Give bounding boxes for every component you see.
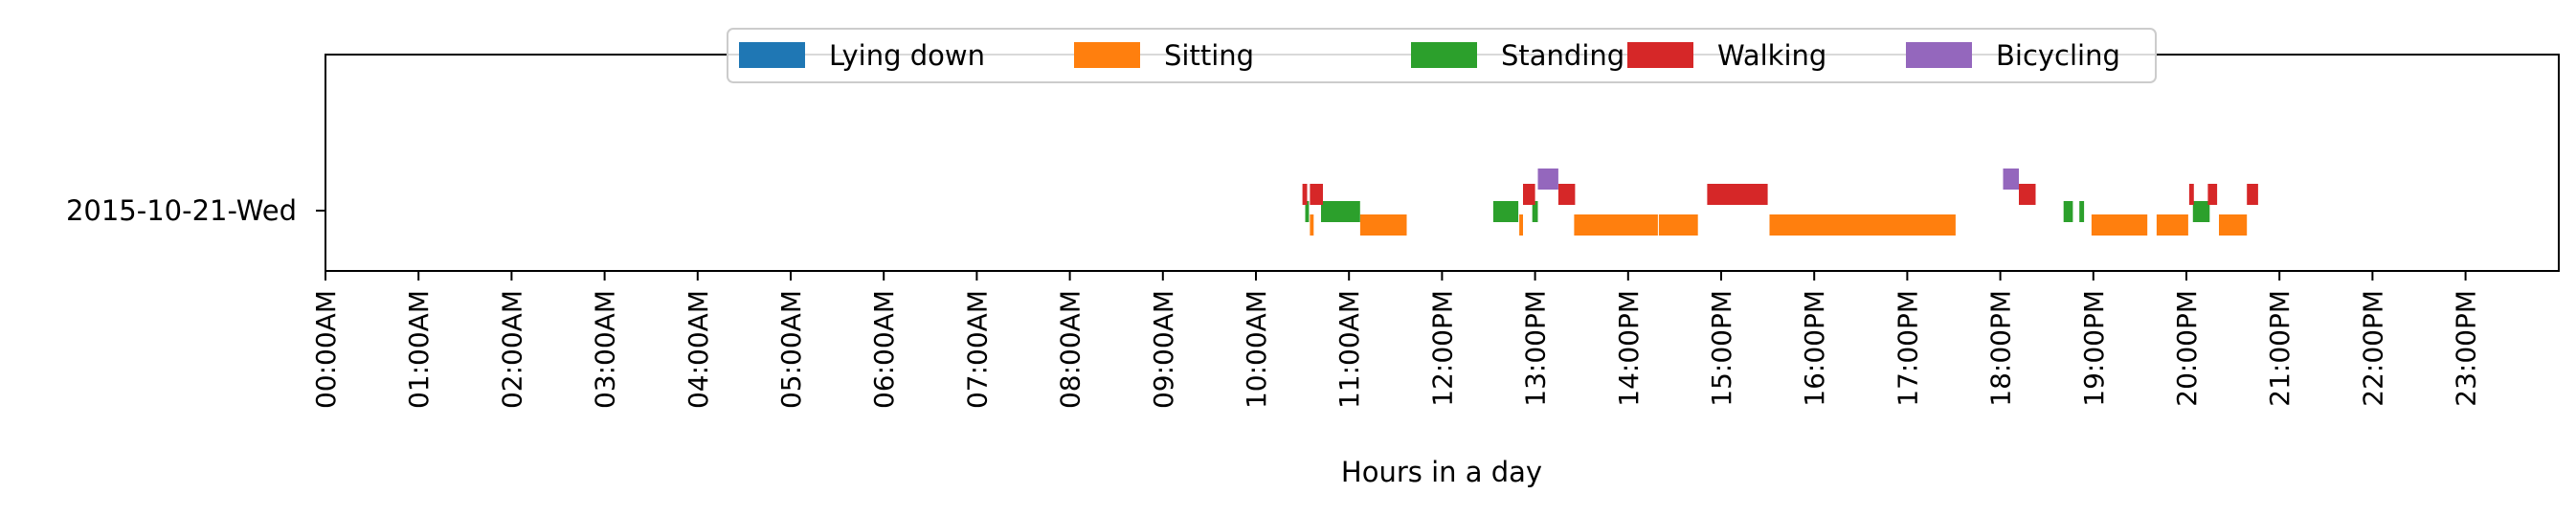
activity-bar bbox=[2079, 201, 2085, 222]
x-tick-label: 09:00AM bbox=[1148, 290, 1179, 409]
activity-bar bbox=[2247, 184, 2258, 205]
x-tick-label: 19:00PM bbox=[2078, 290, 2110, 407]
activity-bar bbox=[1359, 214, 1407, 236]
x-tick-label: 15:00PM bbox=[1706, 290, 1737, 407]
x-axis: 00:00AM 01:00AM 02:00AM 03:00AM 04:00AM 05:00… bbox=[310, 271, 2482, 409]
x-tick-label: 07:00AM bbox=[961, 290, 993, 409]
activity-bar bbox=[1310, 184, 1323, 205]
x-tick-label: 22:00PM bbox=[2357, 290, 2388, 407]
legend: Lying down Sitting Standing Walking Bicyclin… bbox=[727, 28, 2157, 83]
x-tick-label: 05:00AM bbox=[775, 290, 807, 409]
activity-bar bbox=[1310, 214, 1314, 236]
series-sitting bbox=[1310, 214, 2248, 236]
legend-label: Sitting bbox=[1164, 39, 1254, 72]
legend-entry: Bicycling bbox=[1906, 39, 2120, 72]
activity-bar bbox=[2219, 214, 2248, 236]
activity-bar bbox=[1557, 184, 1576, 205]
y-axis: 2015-10-21-Wed bbox=[66, 194, 325, 227]
legend-entry: Lying down bbox=[739, 39, 985, 72]
series-walking bbox=[1302, 184, 2258, 205]
legend-swatch bbox=[1074, 42, 1140, 68]
activity-bar bbox=[2091, 214, 2148, 236]
activity-bar bbox=[2207, 184, 2218, 205]
activity-bar bbox=[2063, 201, 2073, 222]
x-tick-label: 00:00AM bbox=[310, 290, 342, 409]
x-tick-label: 04:00AM bbox=[683, 290, 714, 409]
activity-bars bbox=[1302, 169, 2258, 236]
activity-bar bbox=[1321, 201, 1360, 222]
legend-swatch bbox=[1411, 42, 1477, 68]
activity-bar bbox=[1519, 214, 1523, 236]
legend-swatch bbox=[739, 42, 805, 68]
legend-label: Standing bbox=[1501, 39, 1624, 72]
legend-label: Lying down bbox=[829, 39, 985, 72]
series-standing bbox=[1305, 201, 2210, 222]
x-tick-label: 06:00AM bbox=[868, 290, 900, 409]
activity-bar bbox=[2156, 214, 2188, 236]
x-tick-label: 11:00AM bbox=[1333, 290, 1365, 409]
x-tick-label: 20:00PM bbox=[2171, 290, 2203, 407]
legend-entry: Walking bbox=[1627, 39, 1826, 72]
x-tick-label: 17:00PM bbox=[1892, 290, 1923, 407]
x-tick-label: 03:00AM bbox=[590, 290, 621, 409]
x-tick-label: 16:00PM bbox=[1799, 290, 1830, 407]
plot-frame bbox=[325, 54, 2560, 272]
legend-label: Walking bbox=[1717, 39, 1826, 72]
x-axis-label: Hours in a day bbox=[1341, 456, 1542, 488]
activity-bar bbox=[2003, 169, 2019, 190]
x-tick-label: 10:00AM bbox=[1241, 290, 1272, 409]
x-tick-label: 01:00AM bbox=[403, 290, 435, 409]
x-tick-label: 02:00AM bbox=[496, 290, 527, 409]
activity-bar bbox=[1492, 201, 1519, 222]
x-tick-label: 08:00AM bbox=[1055, 290, 1086, 409]
activity-bar bbox=[1302, 184, 1308, 205]
legend-label: Bicycling bbox=[1996, 39, 2120, 72]
activity-bar bbox=[2192, 201, 2210, 222]
activity-bar bbox=[1305, 201, 1310, 222]
legend-swatch bbox=[1627, 42, 1693, 68]
activity-bar bbox=[1537, 169, 1558, 190]
x-tick-label: 14:00PM bbox=[1613, 290, 1645, 407]
activity-bar bbox=[2019, 184, 2036, 205]
x-tick-label: 23:00PM bbox=[2451, 290, 2482, 407]
activity-bar bbox=[2188, 184, 2194, 205]
activity-bar bbox=[1769, 214, 1956, 236]
y-tick-label: 2015-10-21-Wed bbox=[66, 194, 297, 227]
activity-bar bbox=[1658, 214, 1698, 236]
activity-bar bbox=[1532, 201, 1538, 222]
activity-bar bbox=[1707, 184, 1768, 205]
x-tick-label: 12:00PM bbox=[1426, 290, 1458, 407]
series-bicycling bbox=[1537, 169, 2019, 190]
legend-swatch bbox=[1906, 42, 1972, 68]
x-tick-label: 18:00PM bbox=[1985, 290, 2017, 407]
legend-entry: Sitting bbox=[1074, 39, 1254, 72]
activity-bar bbox=[1523, 184, 1535, 205]
legend-entry: Standing bbox=[1411, 39, 1624, 72]
x-tick-label: 13:00PM bbox=[1520, 290, 1552, 407]
x-tick-label: 21:00PM bbox=[2264, 290, 2296, 407]
activity-bar bbox=[1574, 214, 1658, 236]
